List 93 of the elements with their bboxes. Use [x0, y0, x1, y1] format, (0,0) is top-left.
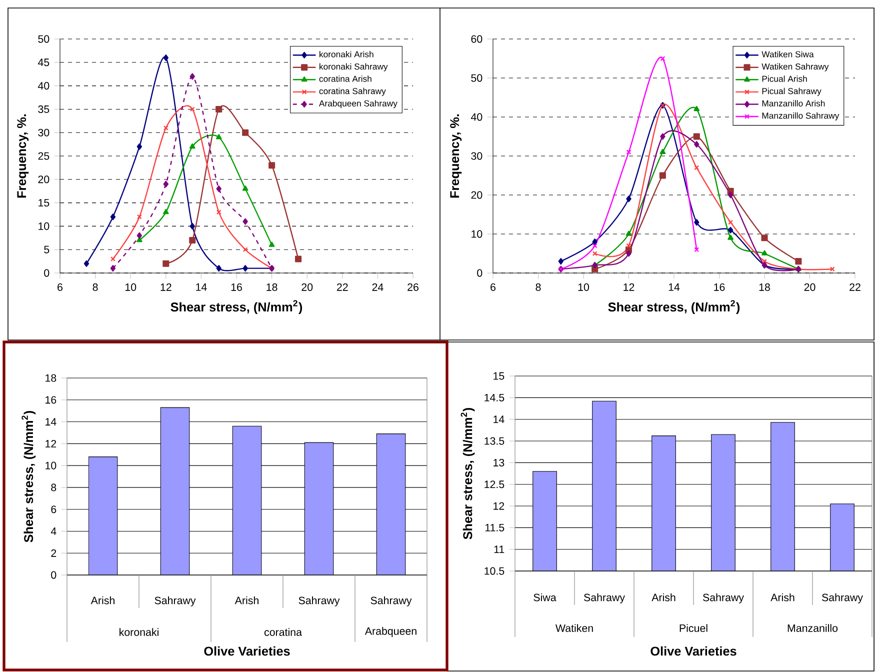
x-axis-title: Shear stress, (N/mm$^{2}$) [170, 300, 302, 314]
legend-label: Manzanillo Sahrawy [762, 112, 840, 120]
legend-label: koronaki Sahrawy [320, 63, 388, 72]
x-tick-label: 26 [408, 283, 418, 291]
x-tick-label: Arish [652, 593, 676, 602]
y-tick-label: 10 [472, 230, 482, 238]
x-tick-label: 18 [759, 283, 770, 291]
x-axis-title: Olive Varieties [650, 646, 736, 656]
y-tick-label: 40 [38, 82, 50, 90]
y-axis-title: Frequency, %. [450, 114, 462, 198]
y-tick-label: 14 [494, 416, 504, 424]
text: Manzanillo [788, 624, 838, 632]
y-tick-label: 14 [46, 418, 56, 426]
y-tick-label: 35 [38, 105, 50, 113]
y-tick-label: 11.5 [485, 524, 504, 532]
y-tick-label: 12.5 [484, 480, 504, 488]
x-tick-label: 12 [160, 283, 172, 291]
text: Watiken [555, 624, 593, 632]
y-tick-label: 40 [470, 113, 482, 121]
legend-label: Picual Sahrawy [762, 88, 822, 96]
x-tick-label: 14 [668, 283, 680, 291]
legend-label: coratina Sahrawy [319, 88, 386, 96]
x-tick-label: 16 [231, 283, 242, 291]
x-tick-label: 20 [804, 283, 816, 291]
text: koronaki [120, 628, 158, 636]
x-tick-label: Sahrawy [584, 593, 625, 604]
y-tick-label: 20 [471, 191, 482, 199]
x-tick-label: 16 [714, 283, 725, 291]
y-tick-label: 45 [38, 58, 50, 66]
x-tick-label: 12 [624, 283, 634, 291]
y-axis-title: Frequency, %. [17, 114, 29, 198]
x-tick-label: Siwa [534, 593, 556, 602]
x-tick-label: Sahrawy [822, 593, 863, 604]
legend-label: Picual Arish [762, 76, 807, 82]
x-axis-title: Shear stress, (N/mm$^{2}$) [608, 300, 740, 314]
x-tick-label: 18 [266, 283, 278, 291]
x-axis-title: Olive Varieties [204, 646, 290, 656]
y-tick-label: 14.5 [484, 394, 504, 402]
y-tick-label: 10 [46, 462, 56, 470]
legend-label: Watiken Siwa [762, 50, 814, 58]
y-tick-label: 12 [46, 440, 56, 448]
x-tick-label: Sahrawy [298, 596, 340, 606]
x-tick-label: 8 [536, 283, 541, 291]
y-tick-label: 50 [471, 74, 482, 82]
y-tick-label: 6 [51, 506, 56, 514]
y-tick-label: 4 [50, 528, 56, 535]
x-tick-label: 10 [578, 283, 590, 291]
y-tick-label: 0 [51, 571, 56, 579]
text: coratina [264, 628, 302, 636]
y-tick-label: 60 [471, 35, 482, 43]
text: Picuel [680, 624, 708, 632]
y-tick-label: 0 [477, 269, 482, 277]
y-tick-label: 16 [46, 396, 56, 404]
y-tick-label: 0 [44, 269, 50, 277]
y-tick-label: 10.5 [484, 567, 504, 575]
x-tick-label: Arish [770, 593, 794, 602]
y-tick-label: 13 [494, 458, 504, 466]
legend-label: Manzanillo Arish [762, 100, 825, 106]
x-tick-label: 20 [302, 283, 313, 291]
y-tick-label: 50 [38, 35, 50, 43]
y-tick-label: 20 [38, 176, 50, 184]
x-tick-label: 10 [125, 283, 136, 291]
y-tick-label: 30 [471, 152, 482, 160]
y-tick-label: 18 [46, 374, 56, 382]
y-tick-label: 2 [51, 549, 56, 557]
text: Arabqueen [364, 627, 416, 637]
x-tick-label: 8 [92, 283, 98, 291]
y-tick-label: 15 [494, 372, 504, 380]
y-tick-label: 13.5 [484, 437, 504, 445]
y-tick-label: 25 [38, 152, 50, 160]
y-tick-label: 8 [51, 484, 56, 492]
x-tick-label: Sahrawy [370, 596, 412, 606]
x-tick-label: Arish [90, 596, 114, 604]
y-tick-label: 15 [38, 199, 50, 207]
x-tick-label: 22 [850, 283, 860, 291]
x-tick-label: 14 [196, 283, 207, 291]
y-axis-title: Shear stress, (N/mm$^{2}$) [22, 410, 36, 542]
y-tick-label: 30 [38, 128, 50, 136]
y-tick-label: 5 [44, 246, 50, 254]
legend-label: Arabqueen Sahrawy [318, 100, 398, 108]
x-tick-label: Sahrawy [154, 596, 196, 606]
x-tick-label: 6 [58, 283, 62, 291]
x-tick-label: 24 [372, 283, 384, 291]
legend-label: koronaki Arish [320, 50, 374, 58]
legend-label: coratina Arish [319, 76, 372, 82]
x-tick-label: Sahrawy [702, 593, 744, 604]
y-tick-label: 12 [494, 502, 504, 510]
y-tick-label: 11 [494, 546, 504, 554]
x-tick-label: Arish [234, 596, 258, 604]
x-tick-label: 22 [337, 283, 348, 291]
y-axis-title: Shear stress, (N/mm$^{2}$) [460, 408, 475, 540]
y-tick-label: 10 [38, 222, 50, 230]
legend-label: Watiken Sahrawy [762, 63, 829, 72]
